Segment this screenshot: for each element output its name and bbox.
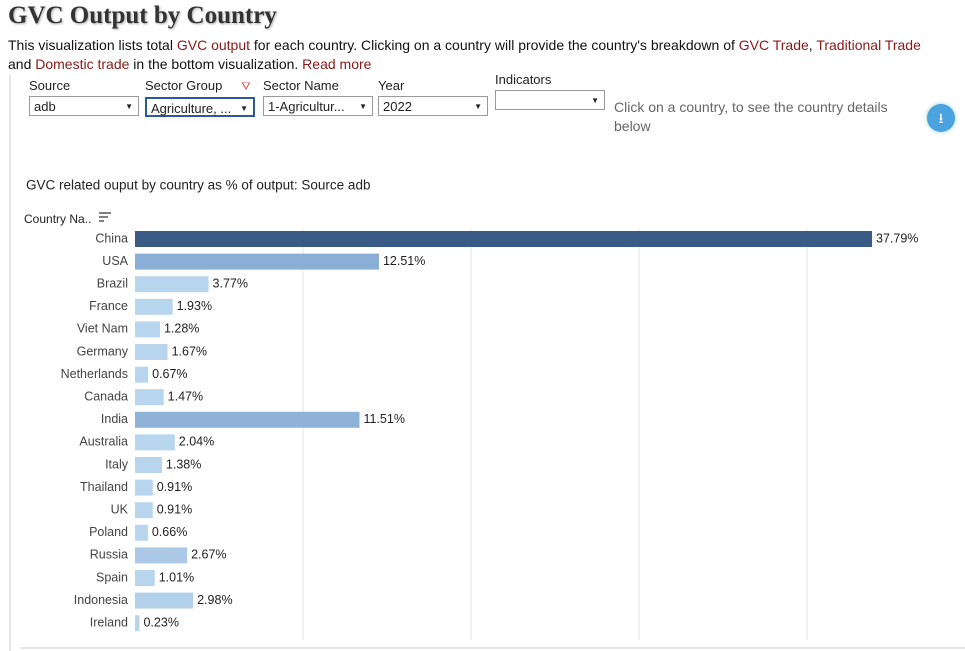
category-label: France [89,299,128,313]
filter-label: Indicators [495,72,552,87]
filter: Source adb [29,78,139,117]
dropdown[interactable]: 2022 [378,96,488,117]
category-label: Poland [89,525,128,539]
dropdown[interactable]: 1-Agricultur... [263,96,373,117]
value-label: 0.91% [157,502,192,516]
filter: Sector Group ⛛ Agriculture, ... [145,78,255,119]
category-label: Spain [96,570,128,584]
link[interactable]: Traditional Trade [816,37,921,53]
value-label: 12.51% [383,254,425,268]
category-label: India [101,412,128,426]
bar[interactable] [135,344,168,360]
value-label: 1.93% [177,299,212,313]
chart-title: GVC related ouput by country as % of out… [26,178,370,193]
sort-icon[interactable] [99,212,111,222]
category-label: Netherlands [61,367,128,381]
category-label: China [95,231,128,245]
filter-icon: ⛛ [238,81,251,93]
link[interactable]: Read more [302,56,372,72]
bar[interactable] [135,366,149,383]
text: This visualization lists total [8,37,177,53]
category-label: Ireland [90,615,128,629]
value-label: 3.77% [213,276,248,290]
filter: Sector Name 1-Agricultur... [263,78,373,117]
value-label: 0.66% [152,525,187,539]
value-label: 1.67% [172,344,207,358]
text: in the bottom visualization. [129,56,303,72]
value-label: 1.28% [164,322,199,336]
bar[interactable] [135,457,162,473]
link[interactable]: Domestic trade [35,56,130,72]
filter-label: Year [378,78,405,93]
category-label: Germany [77,344,129,358]
bar[interactable] [135,547,188,564]
note: Click on a country, to see the country d… [614,99,888,134]
bar[interactable] [135,276,209,293]
value-label: 2.98% [197,593,232,607]
category-label: Viet Nam [77,322,128,336]
category-label: Russia [90,548,128,562]
category-label: Canada [84,389,128,403]
column-header: Country Na.. [24,212,91,226]
bar[interactable] [135,298,173,315]
category-label: Australia [79,435,128,449]
text: , [808,37,817,53]
value-label: 0.91% [157,480,192,494]
bar[interactable] [135,570,155,586]
bar[interactable] [135,592,194,609]
bar[interactable] [135,231,872,247]
bar[interactable] [135,615,140,632]
category-label: Italy [105,457,129,471]
value-label: 2.67% [191,548,226,562]
value-label: 37.79% [876,231,918,245]
text: and [8,56,36,72]
text: for each country. Clicking on a country … [250,37,739,53]
filter-label: Sector Group ⛛ [145,78,251,93]
dropdown[interactable] [495,90,605,111]
category-label: Indonesia [74,593,128,607]
bar[interactable] [135,321,160,338]
category-label: UK [111,502,129,516]
filter-label: Sector Name [263,78,339,93]
description: This visualization lists total GVC outpu… [8,36,948,74]
filter: Indicators [495,72,605,111]
dropdown[interactable]: adb [29,96,139,117]
category-label: Brazil [97,276,128,290]
bar[interactable] [135,479,153,496]
filter: Year 2022 [378,78,488,117]
value-label: 1.47% [168,389,203,403]
value-label: 0.67% [152,367,187,381]
value-label: 1.01% [159,570,194,584]
page-title: GVC Output by Country [8,2,277,29]
download-button[interactable]: ⭳ [927,104,955,132]
value-label: 2.04% [179,435,214,449]
bar[interactable] [135,411,360,428]
link[interactable]: GVC output [176,37,250,53]
bar[interactable] [135,524,148,541]
bar[interactable] [135,502,153,519]
category-label: Thailand [80,480,128,494]
filter-label: Source [29,78,71,93]
bar[interactable] [135,389,164,406]
value-label: 0.23% [143,615,178,629]
bar[interactable] [135,253,379,270]
category-label: USA [102,254,128,268]
link[interactable]: GVC Trade [738,37,809,53]
dropdown[interactable]: Agriculture, ... [145,97,255,119]
value-label: 1.38% [166,457,201,471]
value-label: 11.51% [363,412,404,426]
bar[interactable] [135,434,175,451]
